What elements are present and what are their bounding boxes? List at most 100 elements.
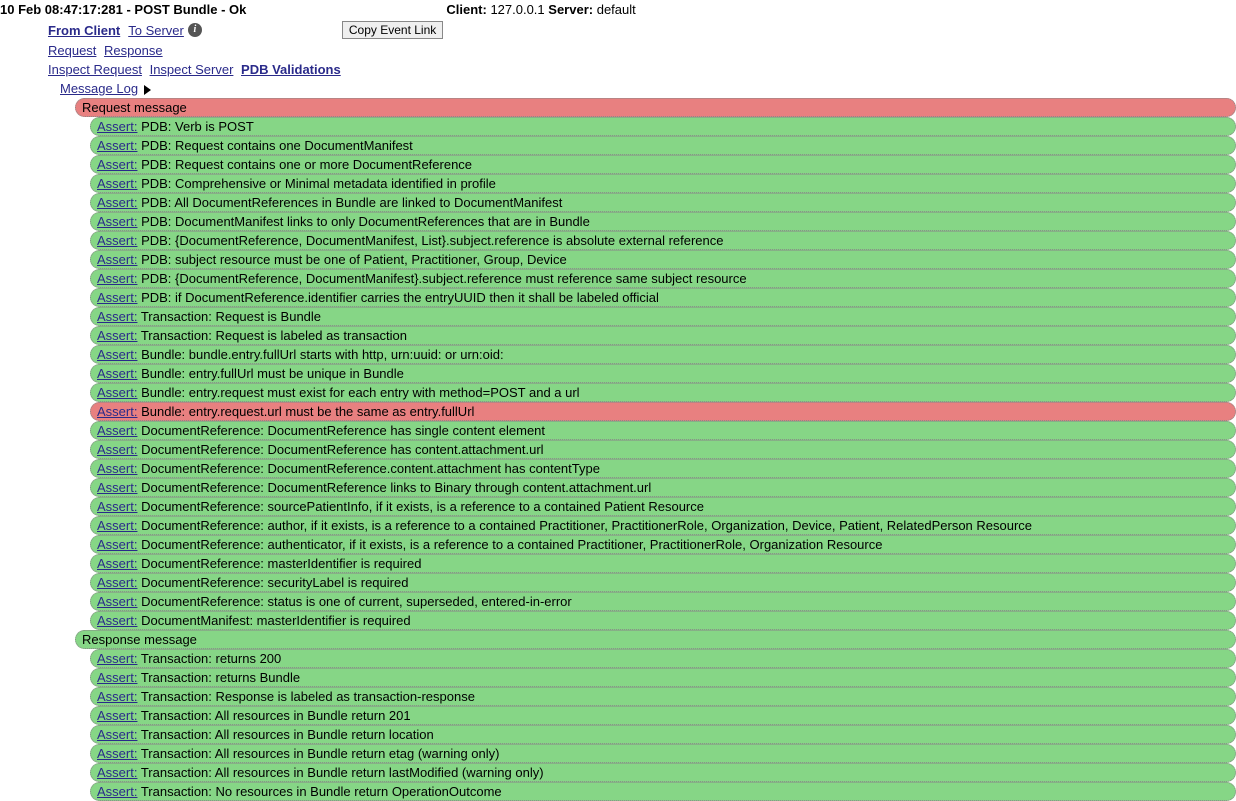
section-header[interactable]: Request message (75, 98, 1236, 117)
assert-row[interactable]: Assert: Transaction: All resources in Bu… (90, 763, 1236, 782)
assert-row[interactable]: Assert: DocumentReference: status is one… (90, 592, 1236, 611)
assert-link[interactable]: Assert: (97, 537, 137, 552)
assert-link[interactable]: Assert: (97, 499, 137, 514)
assert-row[interactable]: Assert: DocumentReference: DocumentRefer… (90, 459, 1236, 478)
assert-link[interactable]: Assert: (97, 233, 137, 248)
client-value: 127.0.0.1 (490, 2, 544, 17)
assert-link[interactable]: Assert: (97, 480, 137, 495)
info-icon[interactable]: i (188, 23, 202, 37)
assert-row[interactable]: Assert: DocumentReference: authenticator… (90, 535, 1236, 554)
assert-link[interactable]: Assert: (97, 708, 137, 723)
assert-link[interactable]: Assert: (97, 138, 137, 153)
assert-link[interactable]: Assert: (97, 366, 137, 381)
assert-row[interactable]: Assert: Transaction: returns Bundle (90, 668, 1236, 687)
assert-text: DocumentReference: DocumentReference has… (137, 442, 543, 457)
assert-link[interactable]: Assert: (97, 252, 137, 267)
assert-link[interactable]: Assert: (97, 727, 137, 742)
assert-link[interactable]: Assert: (97, 271, 137, 286)
section-header[interactable]: Response message (75, 630, 1236, 649)
assert-text: DocumentManifest: masterIdentifier is re… (137, 613, 410, 628)
assert-row[interactable]: Assert: PDB: if DocumentReference.identi… (90, 288, 1236, 307)
inspect-request-link[interactable]: Inspect Request (48, 62, 142, 77)
assert-link[interactable]: Assert: (97, 404, 137, 419)
request-link[interactable]: Request (48, 43, 96, 58)
assert-row[interactable]: Assert: PDB: Comprehensive or Minimal me… (90, 174, 1236, 193)
assert-row[interactable]: Assert: DocumentManifest: masterIdentifi… (90, 611, 1236, 630)
assert-row[interactable]: Assert: Transaction: All resources in Bu… (90, 725, 1236, 744)
assert-text: DocumentReference: DocumentReference lin… (137, 480, 651, 495)
assert-row[interactable]: Assert: PDB: subject resource must be on… (90, 250, 1236, 269)
assert-link[interactable]: Assert: (97, 746, 137, 761)
inspect-server-link[interactable]: Inspect Server (150, 62, 234, 77)
assert-text: DocumentReference: DocumentReference has… (137, 423, 545, 438)
assert-link[interactable]: Assert: (97, 423, 137, 438)
assert-text: Transaction: Response is labeled as tran… (137, 689, 474, 704)
assert-row[interactable]: Assert: Bundle: bundle.entry.fullUrl sta… (90, 345, 1236, 364)
assert-row[interactable]: Assert: Transaction: All resources in Bu… (90, 706, 1236, 725)
assert-link[interactable]: Assert: (97, 670, 137, 685)
assert-row[interactable]: Assert: Transaction: All resources in Bu… (90, 744, 1236, 763)
assert-row[interactable]: Assert: PDB: Verb is POST (90, 117, 1236, 136)
assert-row[interactable]: Assert: DocumentReference: DocumentRefer… (90, 421, 1236, 440)
assert-text: PDB: Comprehensive or Minimal metadata i… (137, 176, 495, 191)
assert-row[interactable]: Assert: Bundle: entry.request must exist… (90, 383, 1236, 402)
assert-row[interactable]: Assert: DocumentReference: DocumentRefer… (90, 440, 1236, 459)
assert-link[interactable]: Assert: (97, 461, 137, 476)
assert-row[interactable]: Assert: Transaction: Request is Bundle (90, 307, 1236, 326)
assert-link[interactable]: Assert: (97, 385, 137, 400)
assert-link[interactable]: Assert: (97, 347, 137, 362)
from-client-link[interactable]: From Client (48, 23, 120, 38)
assert-link[interactable]: Assert: (97, 157, 137, 172)
assert-row[interactable]: Assert: PDB: All DocumentReferences in B… (90, 193, 1236, 212)
to-server-link[interactable]: To Server (128, 23, 184, 38)
assert-row[interactable]: Assert: DocumentReference: sourcePatient… (90, 497, 1236, 516)
pdb-validations-link[interactable]: PDB Validations (241, 62, 341, 77)
assert-link[interactable]: Assert: (97, 594, 137, 609)
server-label: Server: (548, 2, 593, 17)
assert-row[interactable]: Assert: Transaction: No resources in Bun… (90, 782, 1236, 801)
assert-text: Transaction: All resources in Bundle ret… (137, 765, 543, 780)
assert-text: PDB: if DocumentReference.identifier car… (137, 290, 658, 305)
assert-row[interactable]: Assert: DocumentReference: DocumentRefer… (90, 478, 1236, 497)
assert-link[interactable]: Assert: (97, 195, 137, 210)
assert-link[interactable]: Assert: (97, 328, 137, 343)
assert-row[interactable]: Assert: DocumentReference: securityLabel… (90, 573, 1236, 592)
assert-link[interactable]: Assert: (97, 518, 137, 533)
expand-icon[interactable] (144, 85, 151, 95)
assert-text: DocumentReference: sourcePatientInfo, if… (137, 499, 704, 514)
assert-text: PDB: {DocumentReference, DocumentManifes… (137, 233, 723, 248)
assert-row[interactable]: Assert: PDB: {DocumentReference, Documen… (90, 231, 1236, 250)
assert-row[interactable]: Assert: DocumentReference: masterIdentif… (90, 554, 1236, 573)
assert-row[interactable]: Assert: Transaction: returns 200 (90, 649, 1236, 668)
assert-text: DocumentReference: masterIdentifier is r… (137, 556, 421, 571)
assert-row[interactable]: Assert: PDB: Request contains one Docume… (90, 136, 1236, 155)
assert-link[interactable]: Assert: (97, 784, 137, 799)
assert-row[interactable]: Assert: DocumentReference: author, if it… (90, 516, 1236, 535)
assert-row[interactable]: Assert: Transaction: Request is labeled … (90, 326, 1236, 345)
copy-event-link-button[interactable]: Copy Event Link (342, 21, 443, 39)
assert-link[interactable]: Assert: (97, 119, 137, 134)
assert-text: Transaction: returns Bundle (137, 670, 300, 685)
assert-link[interactable]: Assert: (97, 442, 137, 457)
assert-text: PDB: Request contains one or more Docume… (137, 157, 472, 172)
assert-row[interactable]: Assert: Transaction: Response is labeled… (90, 687, 1236, 706)
assert-row[interactable]: Assert: Bundle: entry.request.url must b… (90, 402, 1236, 421)
assert-link[interactable]: Assert: (97, 575, 137, 590)
response-link[interactable]: Response (104, 43, 163, 58)
assert-row[interactable]: Assert: PDB: DocumentManifest links to o… (90, 212, 1236, 231)
assert-link[interactable]: Assert: (97, 689, 137, 704)
assert-link[interactable]: Assert: (97, 176, 137, 191)
assert-link[interactable]: Assert: (97, 613, 137, 628)
assert-row[interactable]: Assert: PDB: {DocumentReference, Documen… (90, 269, 1236, 288)
assert-row[interactable]: Assert: Bundle: entry.fullUrl must be un… (90, 364, 1236, 383)
assert-link[interactable]: Assert: (97, 556, 137, 571)
assert-row[interactable]: Assert: PDB: Request contains one or mor… (90, 155, 1236, 174)
assert-text: PDB: DocumentManifest links to only Docu… (137, 214, 589, 229)
assert-link[interactable]: Assert: (97, 309, 137, 324)
assert-link[interactable]: Assert: (97, 651, 137, 666)
message-log-link[interactable]: Message Log (60, 81, 138, 96)
assert-text: Bundle: entry.request.url must be the sa… (137, 404, 474, 419)
assert-link[interactable]: Assert: (97, 765, 137, 780)
assert-link[interactable]: Assert: (97, 290, 137, 305)
assert-link[interactable]: Assert: (97, 214, 137, 229)
